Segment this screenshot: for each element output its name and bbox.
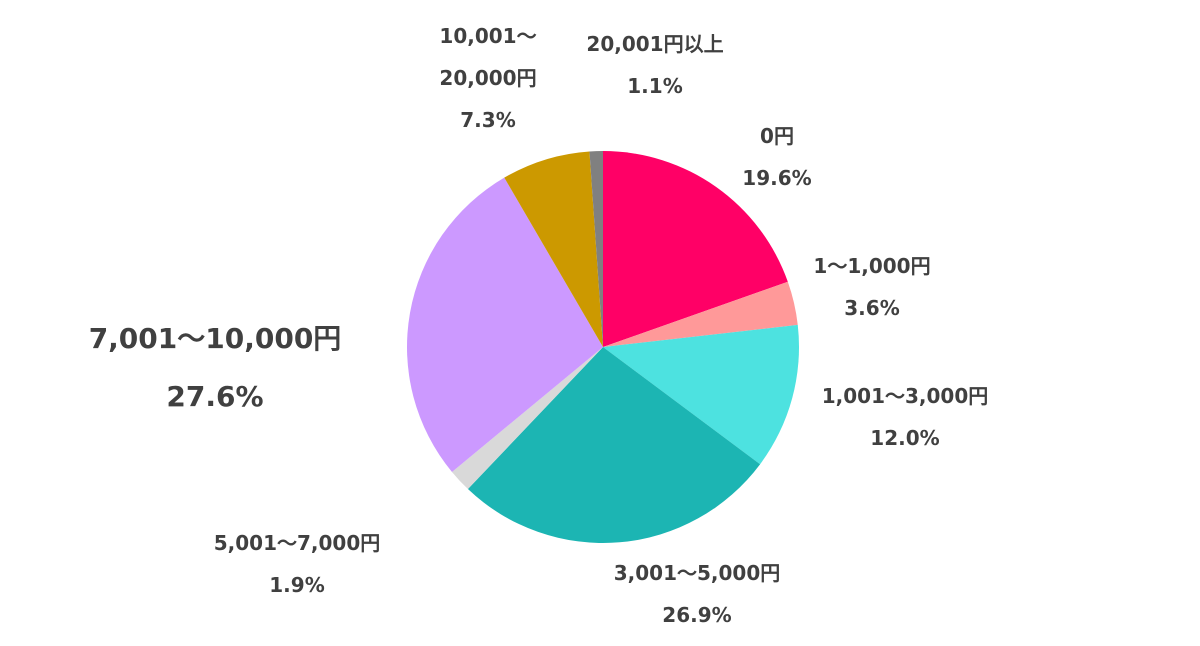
slice-value-label: 7.3% [460,108,516,132]
pie-slice-0 [603,151,788,347]
slice-value-label: 19.6% [742,166,812,190]
slice-label-1: 1～1,000円 3.6% [813,245,930,329]
slice-value-label: 26.9% [662,603,732,627]
slice-label-7: 20,001円以上 1.1% [586,23,723,107]
slice-category-label: 0円 [760,124,794,148]
slice-category-label: 7,001～10,000円 [88,322,342,355]
slice-value-label: 3.6% [844,296,900,320]
slice-label-0: 0円 19.6% [742,115,811,199]
slice-label-2: 1,001～3,000円 12.0% [822,375,989,459]
slice-label-5: 7,001～10,000円 27.6% [89,310,342,426]
slice-category-label: 20,000円 [439,66,537,90]
slice-value-label: 12.0% [870,426,940,450]
pie-slice-5 [406,177,603,472]
slice-category-label: 10,001～ [439,24,537,48]
pie-slice-3 [467,347,761,544]
slice-category-label: 5,001～7,000円 [213,531,381,555]
slice-value-label: 1.1% [627,74,683,98]
slice-category-label: 1,001～3,000円 [821,384,989,408]
slice-category-label: 20,001円以上 [586,32,724,56]
slice-category-label: 1～1,000円 [813,254,931,278]
pie-slice-7 [589,151,603,347]
pie-slice-2 [603,324,800,465]
pie-slice-6 [504,151,603,347]
slice-label-6: 10,001～ 20,000円 7.3% [439,15,536,141]
slice-label-3: 3,001～5,000円 26.9% [614,552,781,636]
slice-value-label: 27.6% [166,380,264,413]
slice-category-label: 3,001～5,000円 [613,561,781,585]
pie-slice-1 [603,281,798,347]
pie-slice-4 [451,347,603,490]
slice-label-4: 5,001～7,000円 1.9% [214,522,381,606]
slice-value-label: 1.9% [269,573,325,597]
